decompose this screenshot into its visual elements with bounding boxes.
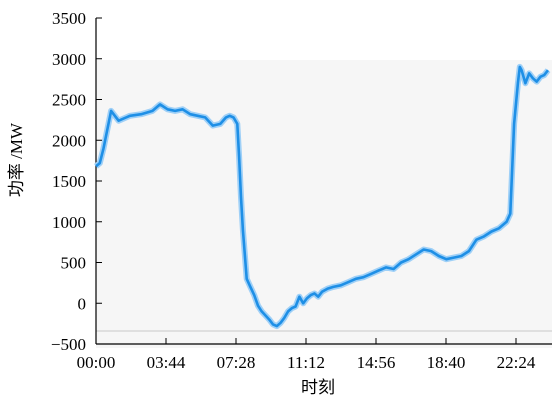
y-axis-label: 功率 /MW xyxy=(7,122,26,197)
y-tick-label: 2500 xyxy=(52,91,86,110)
y-tick-label: 3500 xyxy=(52,9,86,28)
x-tick-label: 18:40 xyxy=(427,353,466,372)
x-tick-label: 11:12 xyxy=(287,353,325,372)
plot-background xyxy=(96,60,552,348)
y-tick-label: −500 xyxy=(51,335,86,354)
y-tick-label: 2000 xyxy=(52,131,86,150)
y-tick-label: 1000 xyxy=(52,213,86,232)
y-tick-label: 500 xyxy=(61,254,87,273)
y-tick-label: 0 xyxy=(78,294,87,313)
y-tick-label: 1500 xyxy=(52,172,86,191)
y-axis-ticks: 3500 3000 2500 2000 1500 1000 500 0 −500 xyxy=(51,9,102,354)
y-tick-label: 3000 xyxy=(52,50,86,69)
x-tick-label: 00:00 xyxy=(77,353,116,372)
x-tick-label: 14:56 xyxy=(357,353,396,372)
x-axis-label: 时刻 xyxy=(301,378,335,397)
x-axis-ticks: 00:00 03:44 07:28 11:12 14:56 18:40 22:24 xyxy=(77,338,536,372)
x-tick-label: 03:44 xyxy=(147,353,186,372)
x-tick-label: 22:24 xyxy=(497,353,536,372)
series-layer xyxy=(94,63,551,330)
series-line xyxy=(95,65,550,328)
x-tick-label: 07:28 xyxy=(217,353,256,372)
